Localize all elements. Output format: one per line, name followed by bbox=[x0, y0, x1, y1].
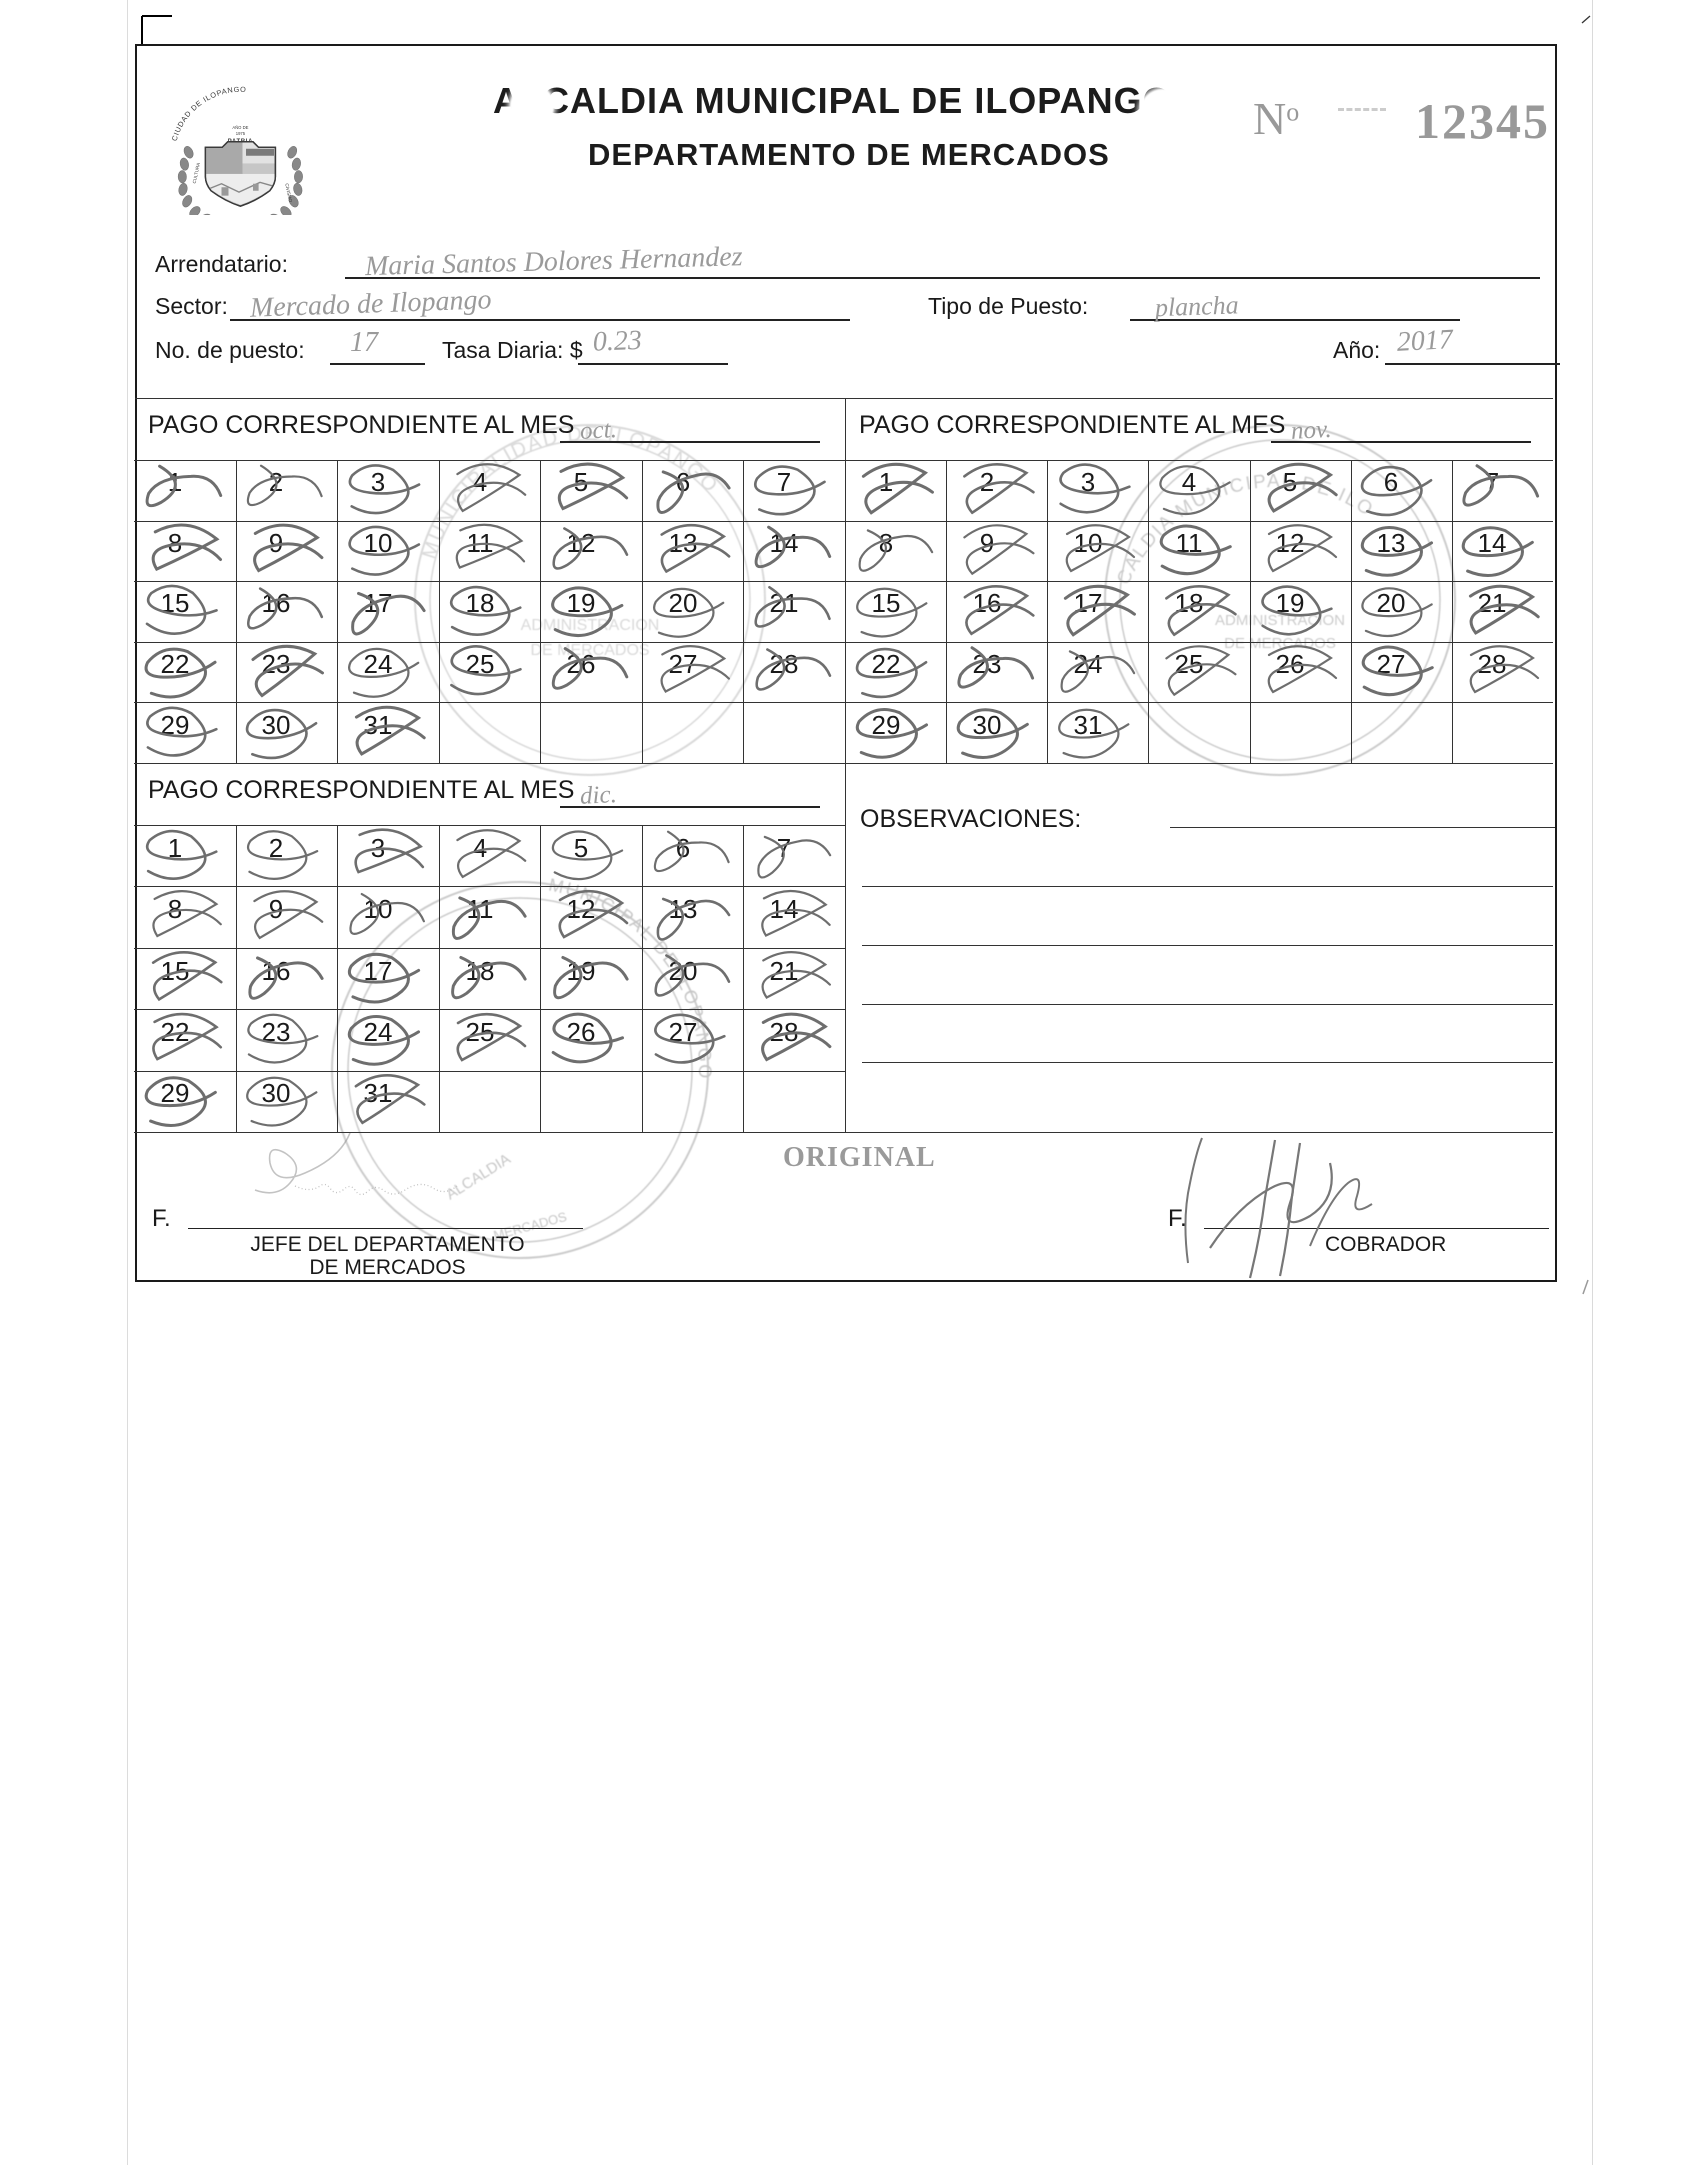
svg-text:1975: 1975 bbox=[236, 131, 246, 136]
svg-text:AÑO DE: AÑO DE bbox=[232, 125, 248, 130]
svg-text:CULTURA: CULTURA bbox=[192, 161, 201, 184]
svg-text:CIVISMO: CIVISMO bbox=[284, 183, 293, 203]
